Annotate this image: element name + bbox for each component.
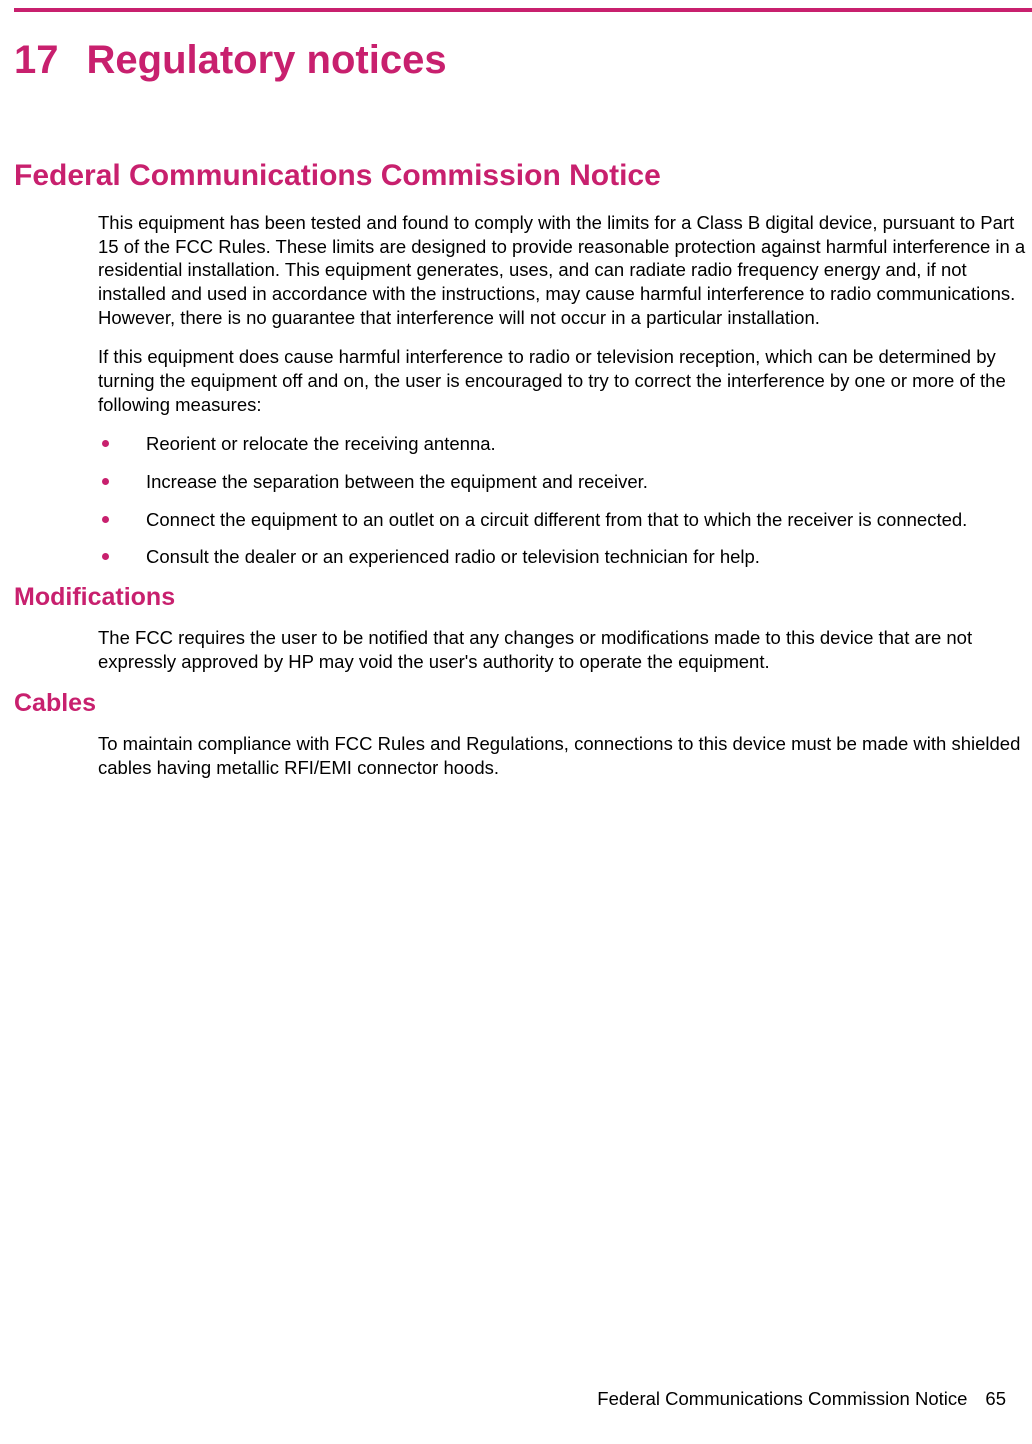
modifications-paragraph: The FCC requires the user to be notified… [0, 626, 1032, 673]
fcc-paragraph-1: This equipment has been tested and found… [0, 211, 1032, 329]
chapter-title-text: Regulatory notices [87, 38, 447, 82]
section-heading-modifications: Modifications [0, 583, 1032, 612]
list-item: Increase the separation between the equi… [98, 470, 1022, 494]
list-item: Reorient or relocate the receiving anten… [98, 432, 1022, 456]
section-heading-cables: Cables [0, 689, 1032, 718]
chapter-title: 17 Regulatory notices [0, 38, 1032, 83]
page-content: 17 Regulatory notices Federal Communicati… [0, 0, 1032, 796]
page-footer: Federal Communications Commission Notice… [597, 1388, 1006, 1410]
list-item: Connect the equipment to an outlet on a … [98, 508, 1022, 532]
cables-paragraph: To maintain compliance with FCC Rules an… [0, 732, 1032, 779]
fcc-paragraph-2: If this equipment does cause harmful int… [0, 345, 1032, 416]
section-heading-fcc: Federal Communications Commission Notice [0, 159, 1032, 193]
fcc-measures-list: Reorient or relocate the receiving anten… [0, 432, 1032, 569]
list-item: Consult the dealer or an experienced rad… [98, 545, 1022, 569]
footer-page-number: 65 [985, 1388, 1006, 1409]
chapter-number: 17 [14, 38, 59, 83]
footer-section-title: Federal Communications Commission Notice [597, 1388, 967, 1409]
